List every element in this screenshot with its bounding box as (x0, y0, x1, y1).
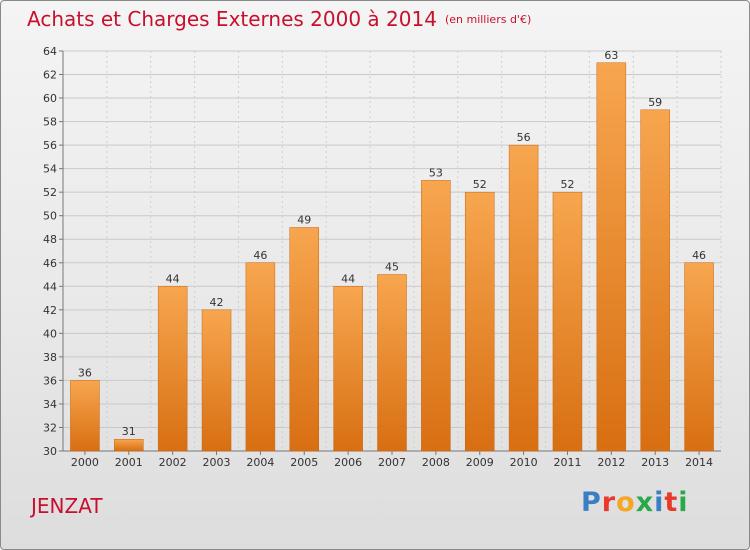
x-tick-label: 2008 (422, 456, 450, 469)
y-tick-label: 34 (43, 398, 57, 411)
x-tick-label: 2009 (466, 456, 494, 469)
bar (245, 262, 276, 452)
bar (596, 62, 627, 452)
x-tick-label: 2007 (378, 456, 406, 469)
y-tick-label: 52 (43, 186, 57, 199)
data-label: 56 (517, 131, 531, 144)
data-label: 52 (473, 178, 487, 191)
data-label: 52 (560, 178, 574, 191)
data-label: 31 (122, 425, 136, 438)
y-tick-label: 50 (43, 210, 57, 223)
y-tick-label: 54 (43, 163, 57, 176)
chart-subtitle: (en milliers d'€) (444, 13, 532, 26)
x-tick-label: 2000 (71, 456, 99, 469)
x-tick-label: 2005 (290, 456, 318, 469)
bar (333, 286, 363, 452)
bar (114, 438, 144, 452)
data-label: 36 (78, 366, 92, 379)
x-tick-label: 2004 (246, 456, 274, 469)
x-tick-label: 2002 (159, 456, 187, 469)
logo-letter: P (581, 487, 602, 518)
chart-title-text: Achats et Charges Externes 2000 à 2014 (27, 7, 437, 31)
x-tick-label: 2003 (203, 456, 231, 469)
bar (201, 309, 232, 452)
y-tick-label: 30 (43, 445, 57, 458)
bar (377, 274, 407, 452)
x-tick-label: 2011 (553, 456, 581, 469)
value-labels: 36 31 44 42 46 49 44 45 53 52 56 52 63 59 46 (78, 49, 706, 438)
place-name: JENZAT (31, 494, 103, 518)
logo-letter: x (635, 487, 655, 518)
chart-title: Achats et Charges Externes 2000 à 2014 (e… (27, 7, 531, 31)
y-tick-label: 60 (43, 92, 57, 105)
x-tick-label: 2012 (597, 456, 625, 469)
y-tick-label: 48 (43, 233, 57, 246)
x-tick-label: 2014 (685, 456, 713, 469)
data-label: 49 (297, 213, 311, 226)
y-tick-label: 56 (43, 139, 57, 152)
bar (640, 109, 670, 452)
y-tick-label: 32 (43, 421, 57, 434)
logo-letter: t (664, 487, 679, 518)
y-tick-label: 58 (43, 116, 57, 129)
data-label: 46 (692, 249, 706, 262)
bar (421, 180, 451, 452)
logo-letter: i (678, 487, 689, 518)
x-tick-label: 2010 (510, 456, 538, 469)
bar (464, 191, 495, 452)
logo-letter: r (601, 487, 617, 518)
bar (552, 191, 583, 452)
bar (289, 227, 320, 452)
y-tick-label: 42 (43, 304, 57, 317)
bars (70, 62, 714, 452)
y-tick-label: 46 (43, 257, 57, 270)
data-label: 59 (648, 96, 662, 109)
y-tick-label: 44 (43, 280, 57, 293)
y-tick-label: 38 (43, 351, 57, 364)
data-label: 63 (604, 49, 618, 62)
logo-letter: i (654, 487, 665, 518)
bar (70, 380, 100, 452)
data-label: 44 (166, 272, 180, 285)
proxiti-logo[interactable]: Proxiti (581, 487, 689, 518)
y-tick-label: 36 (43, 374, 57, 387)
data-label: 53 (429, 166, 443, 179)
bar (684, 262, 714, 452)
data-label: 45 (385, 261, 399, 274)
y-tick-label: 64 (43, 45, 57, 58)
logo-letter: o (616, 487, 636, 518)
data-label: 46 (253, 249, 267, 262)
x-tick-label: 2006 (334, 456, 362, 469)
x-tick-label: 2013 (641, 456, 669, 469)
y-tick-label: 40 (43, 327, 57, 340)
x-tick-label: 2001 (115, 456, 143, 469)
bar (508, 144, 539, 452)
y-tick-label: 62 (43, 69, 57, 82)
bar (157, 286, 188, 452)
data-label: 42 (210, 296, 224, 309)
data-label: 44 (341, 272, 355, 285)
